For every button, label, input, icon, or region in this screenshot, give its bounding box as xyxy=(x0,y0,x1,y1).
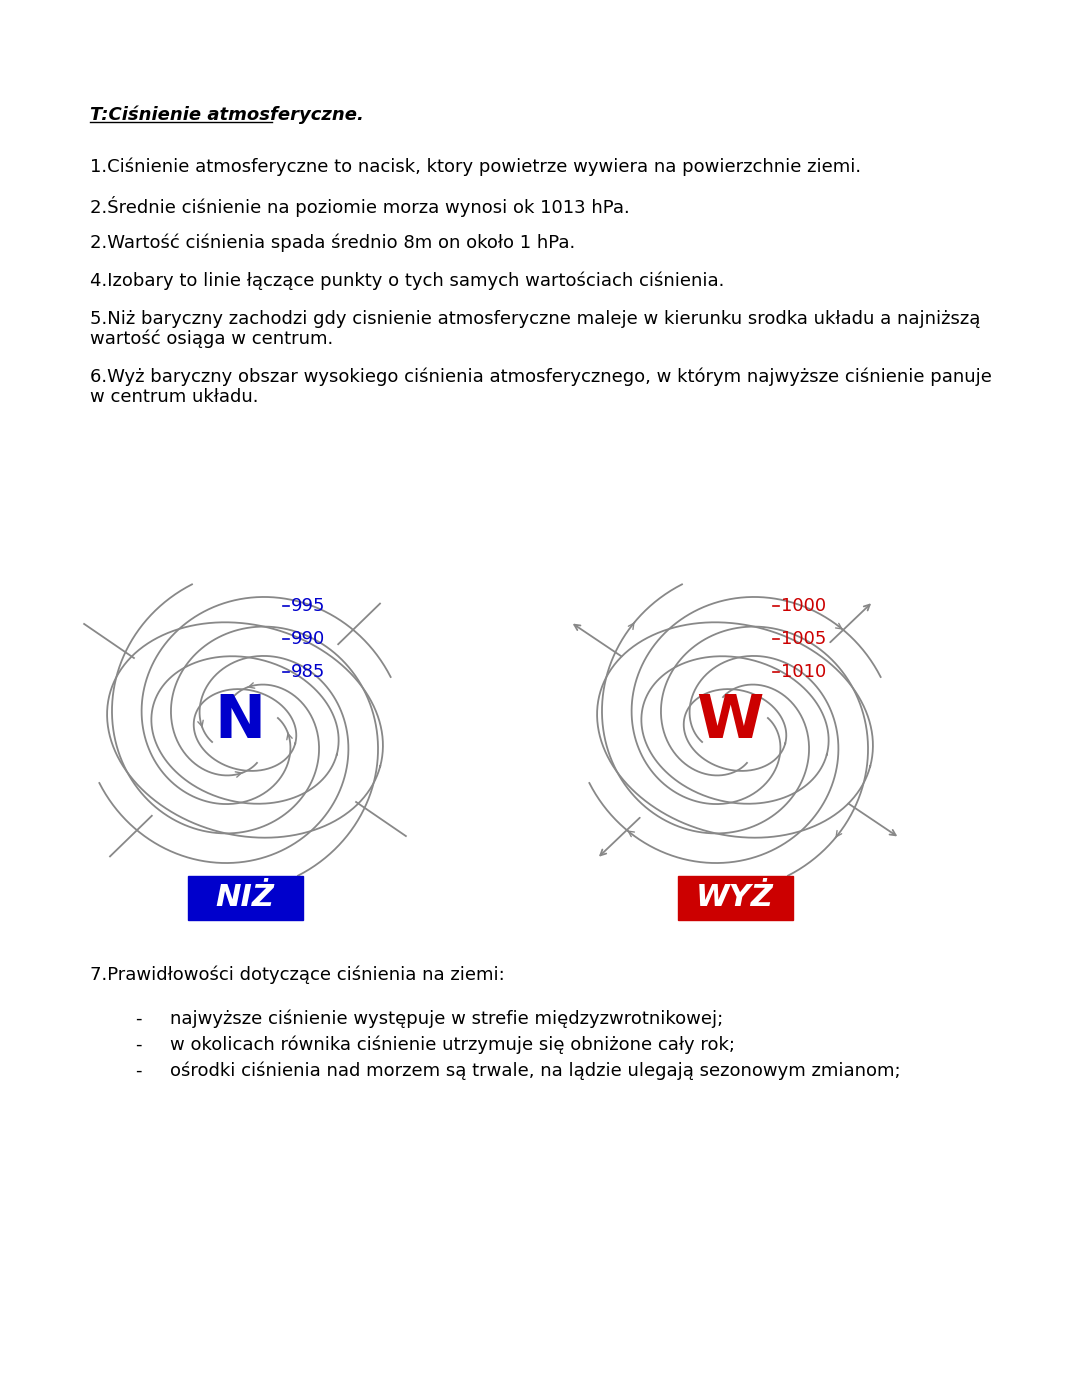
Text: najwyższe ciśnienie występuje w strefie międzyzwrotnikowej;: najwyższe ciśnienie występuje w strefie … xyxy=(170,1010,724,1028)
Text: 2.Średnie ciśnienie na poziomie morza wynosi ok 1013 hPa.: 2.Średnie ciśnienie na poziomie morza wy… xyxy=(90,196,630,217)
Text: 2.Wartość ciśnienia spada średnio 8m on około 1 hPa.: 2.Wartość ciśnienia spada średnio 8m on … xyxy=(90,235,576,253)
Text: 985: 985 xyxy=(291,664,325,680)
Text: N: N xyxy=(215,693,266,752)
Text: 1.Ciśnienie atmosferyczne to nacisk, ktory powietrze wywiera na powierzchnie zie: 1.Ciśnienie atmosferyczne to nacisk, kto… xyxy=(90,158,861,176)
Text: 1000: 1000 xyxy=(781,597,826,615)
Text: WYŻ: WYŻ xyxy=(697,883,774,912)
Text: w okolicach równika ciśnienie utrzymuje się obniżone cały rok;: w okolicach równika ciśnienie utrzymuje … xyxy=(170,1037,735,1055)
Text: 4.Izobary to linie łączące punkty o tych samych wartościach ciśnienia.: 4.Izobary to linie łączące punkty o tych… xyxy=(90,272,725,291)
Text: T:Ciśnienie atmosferyczne.: T:Ciśnienie atmosferyczne. xyxy=(90,105,364,123)
Text: 7.Prawidłowości dotyczące ciśnienia na ziemi:: 7.Prawidłowości dotyczące ciśnienia na z… xyxy=(90,965,504,983)
Text: w centrum układu.: w centrum układu. xyxy=(90,388,258,407)
FancyBboxPatch shape xyxy=(188,876,302,921)
Text: -: - xyxy=(135,1037,141,1053)
Text: 6.Wyż baryczny obszar wysokiego ciśnienia atmosferycznego, w którym najwyższe ci: 6.Wyż baryczny obszar wysokiego ciśnieni… xyxy=(90,367,991,387)
Text: 995: 995 xyxy=(291,597,325,615)
Text: 5.Niż baryczny zachodzi gdy cisnienie atmosferyczne maleje w kierunku srodka ukł: 5.Niż baryczny zachodzi gdy cisnienie at… xyxy=(90,310,981,328)
Text: 990: 990 xyxy=(291,630,325,648)
Text: NIŻ: NIŻ xyxy=(216,883,274,912)
Text: ośrodki ciśnienia nad morzem są trwale, na lądzie ulegają sezonowym zmianom;: ośrodki ciśnienia nad morzem są trwale, … xyxy=(170,1062,901,1080)
Text: -: - xyxy=(135,1062,141,1080)
Text: 1010: 1010 xyxy=(781,664,826,680)
Text: -: - xyxy=(135,1010,141,1028)
Text: wartość osiąga w centrum.: wartość osiąga w centrum. xyxy=(90,330,334,348)
Text: W: W xyxy=(697,693,764,752)
Text: 1005: 1005 xyxy=(781,630,826,648)
FancyBboxPatch shape xyxy=(677,876,793,921)
